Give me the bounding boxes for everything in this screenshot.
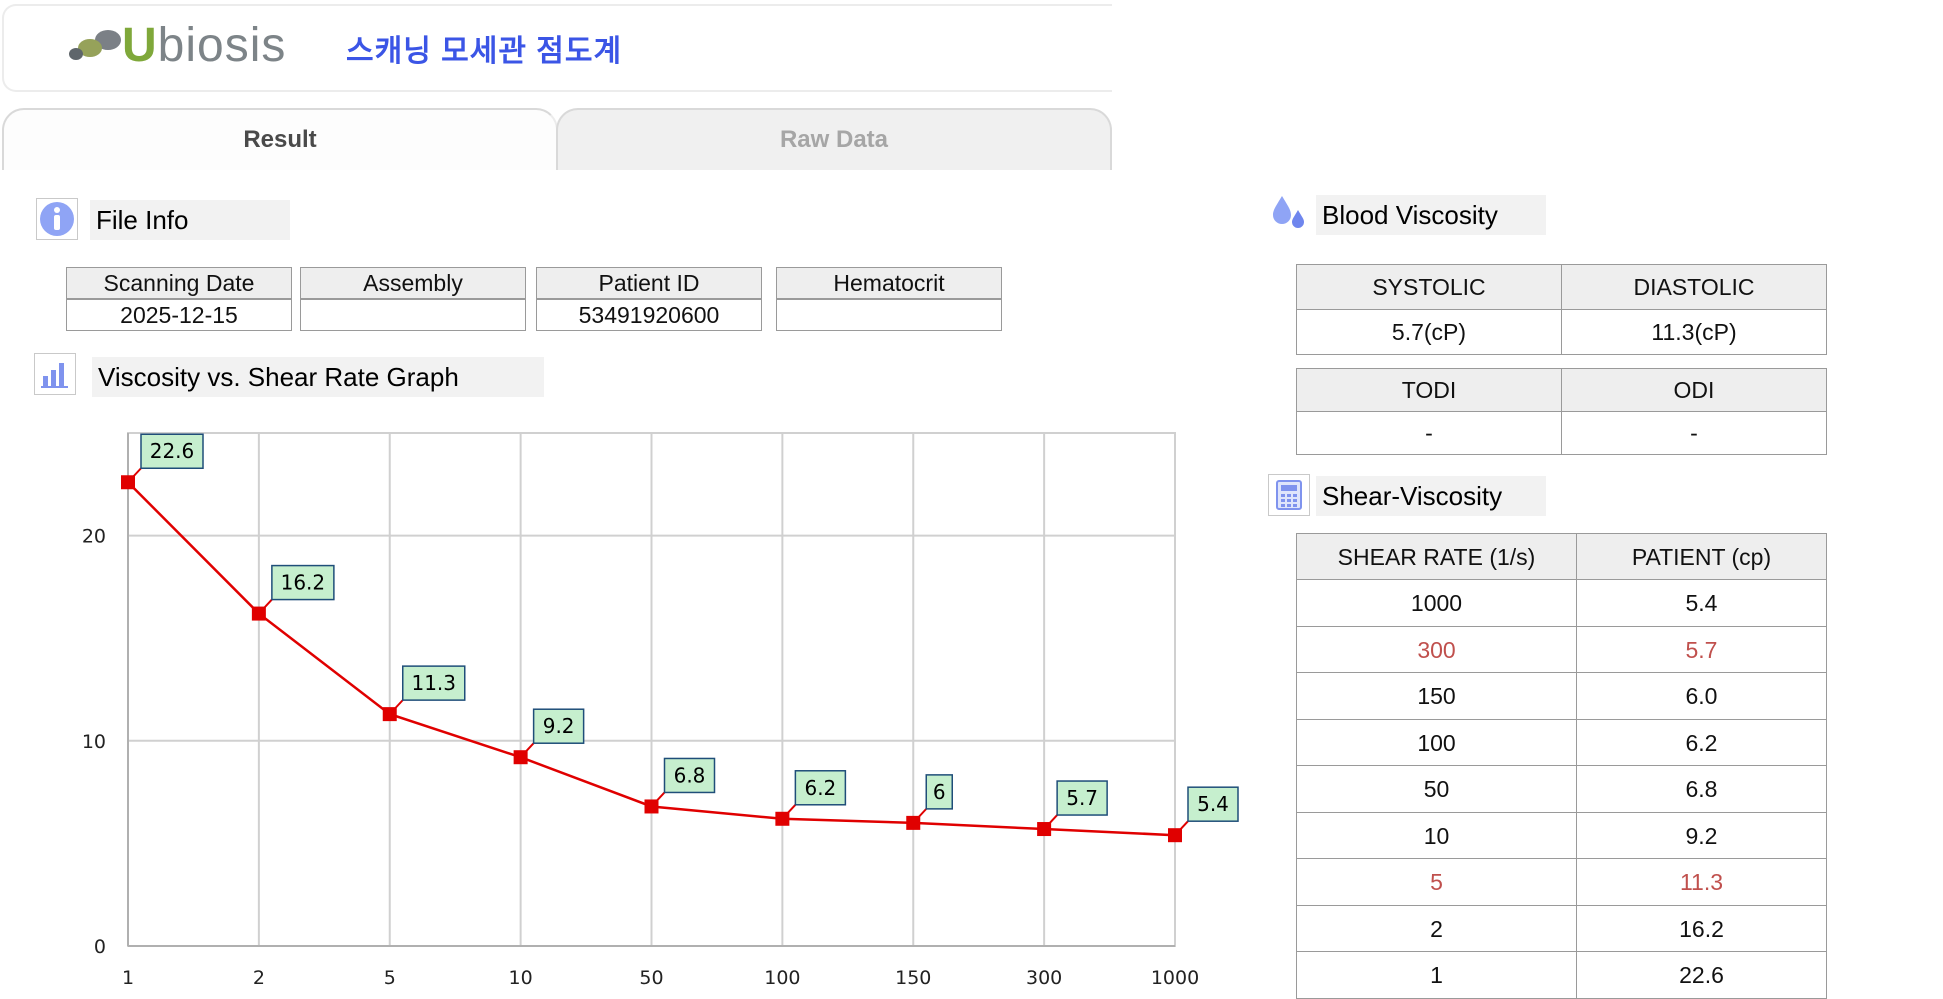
y-tick-label: 20: [82, 526, 106, 548]
data-label-leader: [519, 742, 535, 758]
shear-rate-header: SHEAR RATE (1/s): [1296, 533, 1577, 580]
patient-viscosity-cell: 6.2: [1576, 718, 1827, 766]
data-label: 6.2: [804, 776, 836, 800]
data-label-box: [925, 774, 953, 810]
data-label-box: [140, 433, 204, 469]
graph-title: Viscosity vs. Shear Rate Graph: [92, 357, 544, 397]
file-info-header-scanning-date: Scanning Date: [66, 267, 292, 299]
patient-viscosity-cell: 22.6: [1576, 951, 1827, 999]
data-label-leader: [1174, 820, 1189, 836]
blood-drop-icon: [1268, 192, 1310, 234]
logo-text-rest: biosis: [157, 19, 287, 72]
x-tick-label: 300: [1026, 967, 1062, 989]
viscosity-shear-chart: 1 2 5 10 50 100 150 300 1000 0 10 20 22.6 16.2 11.3 9.2…: [82, 432, 1239, 989]
file-info-header-assembly: Assembly: [300, 267, 526, 299]
data-label: 5.7: [1066, 786, 1098, 810]
x-tick-label: 100: [764, 967, 800, 989]
file-info-scanning-date: 2025-12-15: [66, 299, 292, 331]
logo-text-u: U: [122, 19, 158, 72]
file-info-header-hematocrit: Hematocrit: [776, 267, 1002, 299]
shear-rate-cell: 300: [1296, 625, 1577, 673]
x-tick-label: 50: [639, 967, 663, 989]
y-tick-label: 10: [82, 731, 106, 753]
odi-value: -: [1561, 411, 1827, 455]
file-info-header-patient-id: Patient ID: [536, 267, 762, 299]
patient-viscosity-cell: 9.2: [1576, 811, 1827, 859]
data-label-leader: [650, 791, 666, 808]
shear-rate-cell: 2: [1296, 904, 1577, 952]
data-label: 6.8: [674, 763, 706, 787]
data-label: 22.6: [150, 439, 195, 463]
file-info-hematocrit: [776, 299, 1002, 331]
data-label-leader: [1043, 814, 1058, 830]
tab-result[interactable]: Result: [2, 108, 558, 170]
data-label-leader: [781, 804, 797, 820]
data-label-leader: [127, 467, 142, 483]
systolic-value: 5.7(cP): [1296, 309, 1562, 355]
y-tick-label: 0: [94, 936, 106, 958]
bar-chart-icon: [34, 353, 76, 395]
data-label-box: [532, 708, 585, 744]
patient-viscosity-cell: 16.2: [1576, 904, 1827, 952]
shear-rate-cell: 5: [1296, 858, 1577, 906]
shear-rate-cell: 1000: [1296, 579, 1577, 627]
file-info-patient-id: 53491920600: [536, 299, 762, 331]
shear-rate-cell: 100: [1296, 718, 1577, 766]
file-info-assembly: [300, 299, 526, 331]
patient-header: PATIENT (cp): [1576, 533, 1827, 580]
patient-viscosity-cell: 11.3: [1576, 858, 1827, 906]
logo-text: Ubiosis: [122, 18, 286, 73]
file-info-title: File Info: [90, 200, 290, 240]
x-tick-label: 10: [509, 967, 533, 989]
data-label-box: [1056, 780, 1108, 816]
shear-rate-cell: 10: [1296, 811, 1577, 859]
data-label-box: [1187, 786, 1239, 822]
data-label: 11.3: [411, 671, 456, 695]
data-label: 5.4: [1197, 792, 1229, 816]
data-label-box: [402, 665, 466, 701]
patient-viscosity-cell: 5.7: [1576, 625, 1827, 673]
shear-viscosity-title: Shear-Viscosity: [1316, 476, 1546, 516]
shear-rate-cell: 50: [1296, 765, 1577, 813]
diastolic-value: 11.3(cP): [1561, 309, 1827, 355]
x-tick-label: 1: [122, 967, 134, 989]
info-icon: [36, 198, 78, 240]
calculator-icon: [1268, 474, 1310, 516]
x-tick-label: 5: [384, 967, 396, 989]
systolic-header: SYSTOLIC: [1296, 264, 1562, 310]
data-label-box: [794, 770, 847, 806]
data-label: 16.2: [281, 571, 326, 595]
patient-viscosity-cell: 6.0: [1576, 672, 1827, 720]
odi-header: ODI: [1561, 368, 1827, 412]
tab-raw-data[interactable]: Raw Data: [556, 108, 1112, 170]
shear-rate-cell: 150: [1296, 672, 1577, 720]
todi-value: -: [1296, 411, 1562, 455]
shear-rate-cell: 1: [1296, 951, 1577, 999]
x-tick-label: 1000: [1151, 967, 1199, 989]
data-label: 6: [933, 780, 946, 804]
x-tick-label: 2: [253, 967, 265, 989]
data-label-leader: [389, 699, 404, 715]
data-label-leader: [912, 808, 927, 824]
app-header: [2, 4, 1112, 92]
patient-viscosity-cell: 5.4: [1576, 579, 1827, 627]
logo-icon: [69, 30, 121, 60]
app-title: 스캐닝 모세관 점도계: [346, 35, 623, 68]
x-tick-label: 150: [895, 967, 931, 989]
data-label: 9.2: [543, 714, 575, 738]
data-label-box: [271, 564, 335, 601]
data-label-leader: [258, 598, 273, 615]
todi-header: TODI: [1296, 368, 1562, 412]
data-label-box: [663, 757, 716, 794]
blood-viscosity-title: Blood Viscosity: [1316, 195, 1546, 235]
patient-viscosity-cell: 6.8: [1576, 765, 1827, 813]
diastolic-header: DIASTOLIC: [1561, 264, 1827, 310]
